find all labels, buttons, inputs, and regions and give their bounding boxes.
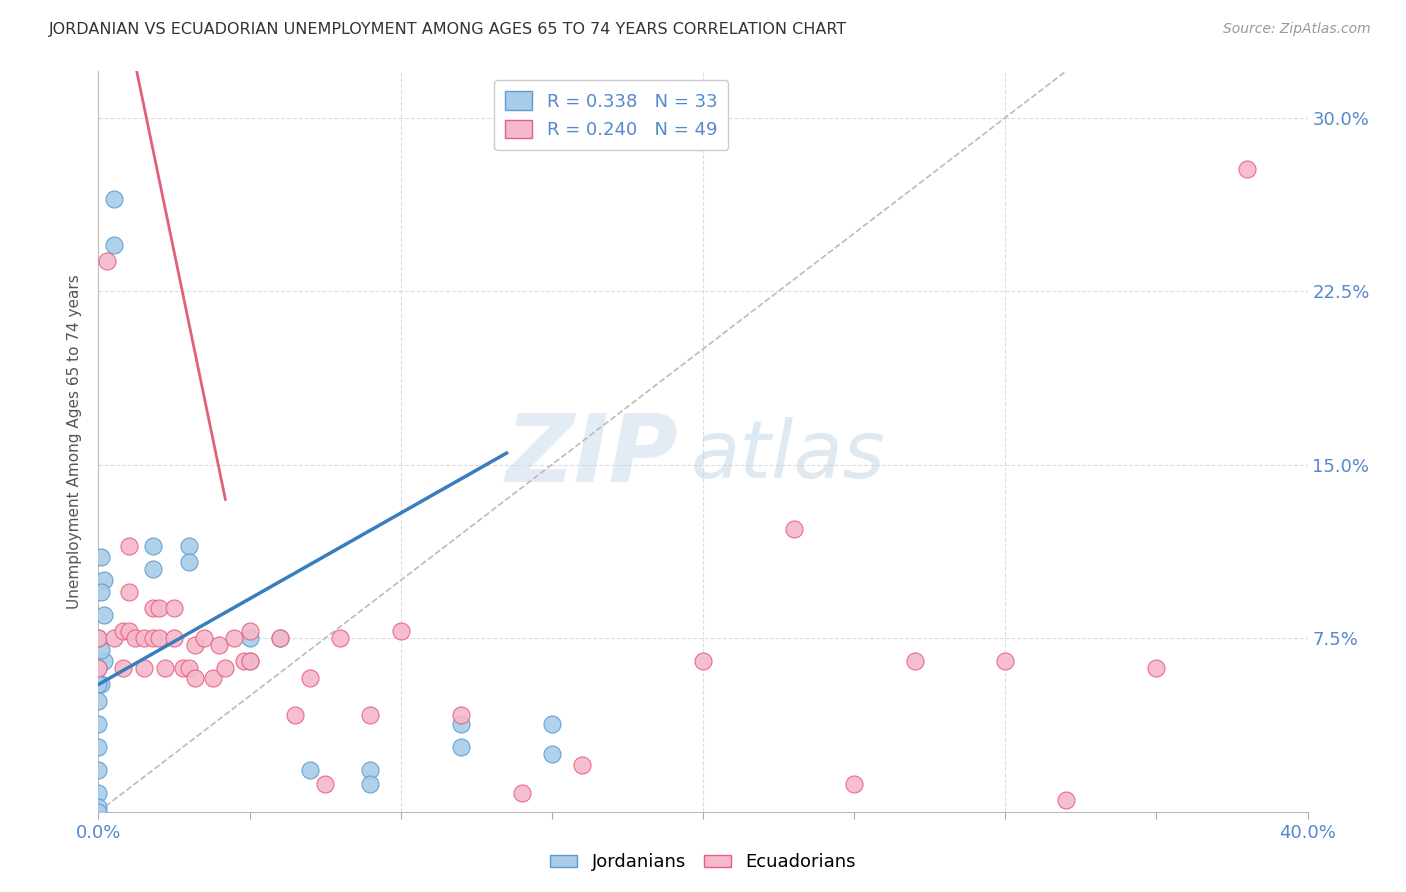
Point [111,624,134,639]
Legend: Jordanians, Ecuadorians: Jordanians, Ecuadorians [543,847,863,879]
Point [87,631,110,645]
Point [142,562,165,576]
Point [571,758,593,772]
Point [239,654,262,668]
Point [510,786,533,800]
Point [783,523,806,537]
Point [103,631,125,645]
Point [87,631,110,645]
Point [202,671,225,685]
Point [1236,161,1258,176]
Point [96,254,118,268]
Point [360,707,382,722]
Point [142,539,165,553]
Point [111,661,134,675]
Point [90,642,112,657]
Point [224,631,246,645]
Point [90,585,112,599]
Point [142,631,165,645]
Text: atlas: atlas [690,417,886,495]
Point [208,638,231,652]
Point [540,716,562,731]
Point [90,677,112,691]
Point [93,574,115,588]
Point [844,777,866,791]
Legend: R = 0.338   N = 33, R = 0.240   N = 49: R = 0.338 N = 33, R = 0.240 N = 49 [495,80,728,150]
Point [132,631,155,645]
Point [269,631,291,645]
Point [904,654,927,668]
Point [163,631,186,645]
Point [239,631,262,645]
Point [179,555,201,569]
Point [142,601,165,615]
Point [284,707,307,722]
Point [299,671,322,685]
Point [329,631,352,645]
Point [103,238,125,252]
Point [450,739,472,754]
Point [450,707,472,722]
Point [90,550,112,565]
Point [87,805,110,819]
Point [179,661,201,675]
Point [239,654,262,668]
Point [87,800,110,814]
Point [103,192,125,206]
Point [214,661,236,675]
Point [93,654,115,668]
Point [93,608,115,623]
Point [87,661,110,675]
Point [87,763,110,777]
Point [118,539,141,553]
Point [994,654,1017,668]
Point [1144,661,1167,675]
Point [232,654,254,668]
Point [314,777,336,791]
Text: ZIP: ZIP [506,410,679,502]
Point [450,716,472,731]
Point [299,763,322,777]
Text: JORDANIAN VS ECUADORIAN UNEMPLOYMENT AMONG AGES 65 TO 74 YEARS CORRELATION CHART: JORDANIAN VS ECUADORIAN UNEMPLOYMENT AMO… [49,22,848,37]
Point [153,661,176,675]
Point [163,601,186,615]
Point [87,661,110,675]
Y-axis label: Unemployment Among Ages 65 to 74 years: Unemployment Among Ages 65 to 74 years [67,274,83,609]
Point [269,631,291,645]
Point [239,624,262,639]
Point [389,624,412,639]
Point [132,661,155,675]
Point [118,624,141,639]
Point [87,694,110,708]
Point [87,677,110,691]
Point [1054,793,1077,807]
Text: Source: ZipAtlas.com: Source: ZipAtlas.com [1223,22,1371,37]
Point [184,671,207,685]
Point [87,786,110,800]
Point [87,739,110,754]
Point [360,763,382,777]
Point [124,631,146,645]
Point [360,777,382,791]
Point [692,654,714,668]
Point [172,661,194,675]
Point [184,638,207,652]
Point [179,539,201,553]
Point [118,585,141,599]
Point [540,747,562,761]
Point [193,631,215,645]
Point [87,716,110,731]
Point [148,601,170,615]
Point [148,631,170,645]
